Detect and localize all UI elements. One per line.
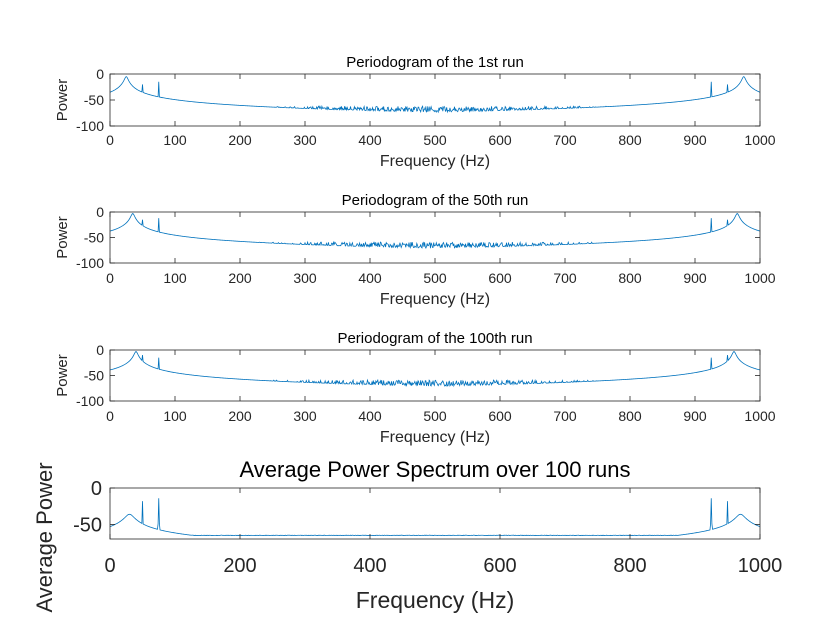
x-tick-label: 200 <box>228 408 252 424</box>
y-tick-label: 0 <box>91 478 102 500</box>
series-line <box>109 498 761 537</box>
series-line <box>109 351 761 388</box>
x-tick-label: 600 <box>488 132 512 148</box>
y-axis-label: Power <box>54 354 71 397</box>
x-tick-label: 0 <box>104 555 115 577</box>
chart-title: Periodogram of the 50th run <box>342 192 529 209</box>
x-tick-label: 600 <box>488 270 512 286</box>
x-tick-label: 0 <box>106 132 114 148</box>
x-tick-label: 300 <box>293 132 317 148</box>
x-tick-label: 700 <box>553 270 577 286</box>
x-tick-label: 700 <box>553 132 577 148</box>
x-tick-label: 100 <box>163 132 187 148</box>
x-tick-label: 1000 <box>744 132 775 148</box>
subplot-3: 0 100 200 300 400 500 600 700 800 900 1000 0 -50 -100… <box>54 330 776 446</box>
x-tick-label: 400 <box>358 270 382 286</box>
chart-title: Average Power Spectrum over 100 runs <box>240 457 631 482</box>
y-tick-label: 0 <box>96 204 104 220</box>
y-tick-label: -100 <box>76 393 104 409</box>
x-tick-label: 300 <box>293 408 317 424</box>
x-tick-label: 400 <box>358 132 382 148</box>
x-tick-label: 0 <box>106 408 114 424</box>
y-tick-label: -50 <box>84 92 104 108</box>
x-tick-label: 1000 <box>744 270 775 286</box>
x-tick-label: 900 <box>683 408 707 424</box>
y-tick-label: -50 <box>84 368 104 384</box>
x-tick-label: 500 <box>423 270 447 286</box>
x-tick-label: 800 <box>618 408 642 424</box>
x-tick-label: 900 <box>683 132 707 148</box>
x-tick-label: 600 <box>488 408 512 424</box>
x-tick-label: 1000 <box>738 555 783 577</box>
x-tick-label: 600 <box>483 555 516 577</box>
plot-area <box>110 74 760 126</box>
y-tick-label: -100 <box>76 118 104 134</box>
chart-title: Periodogram of the 1st run <box>346 54 524 71</box>
y-tick-label: -50 <box>84 230 104 246</box>
y-axis-label: Power <box>54 79 71 122</box>
y-tick-label: -50 <box>73 515 102 537</box>
x-axis-label: Frequency (Hz) <box>356 587 514 613</box>
x-axis-label: Frequency (Hz) <box>380 429 490 446</box>
axes-box <box>109 487 761 540</box>
x-tick-label: 400 <box>353 555 386 577</box>
x-axis-label: Frequency (Hz) <box>380 291 490 308</box>
x-tick-label: 200 <box>228 132 252 148</box>
plot-area <box>110 350 760 401</box>
x-tick-label: 800 <box>618 270 642 286</box>
x-tick-label: 300 <box>293 270 317 286</box>
subplot-1: 0 100 200 300 400 500 600 700 800 900 1000 0 -50 -100… <box>54 54 776 170</box>
x-tick-label: 500 <box>423 408 447 424</box>
x-tick-label: 800 <box>618 132 642 148</box>
series-line <box>109 213 761 250</box>
x-tick-label: 900 <box>683 270 707 286</box>
x-tick-label: 1000 <box>744 408 775 424</box>
x-tick-label: 200 <box>223 555 256 577</box>
y-tick-label: 0 <box>96 342 104 358</box>
x-tick-label: 100 <box>163 408 187 424</box>
chart-title: Periodogram of the 100th run <box>337 330 532 347</box>
x-tick-label: 700 <box>553 408 577 424</box>
x-tick-label: 200 <box>228 270 252 286</box>
y-axis-label: Power <box>54 216 71 259</box>
plot-area <box>110 212 760 263</box>
x-tick-label: 500 <box>423 132 447 148</box>
x-axis-label: Frequency (Hz) <box>380 153 490 170</box>
y-tick-label: -100 <box>76 255 104 271</box>
x-tick-label: 800 <box>613 555 646 577</box>
subplot-2: 0 100 200 300 400 500 600 700 800 900 1000 0 -50 -100… <box>54 192 776 308</box>
y-tick-label: 0 <box>96 66 104 82</box>
x-tick-label: 400 <box>358 408 382 424</box>
x-tick-label: 100 <box>163 270 187 286</box>
plot-area <box>110 488 760 539</box>
series-line <box>109 76 761 114</box>
x-tick-label: 0 <box>106 270 114 286</box>
y-axis-label: Average Power <box>32 462 57 612</box>
